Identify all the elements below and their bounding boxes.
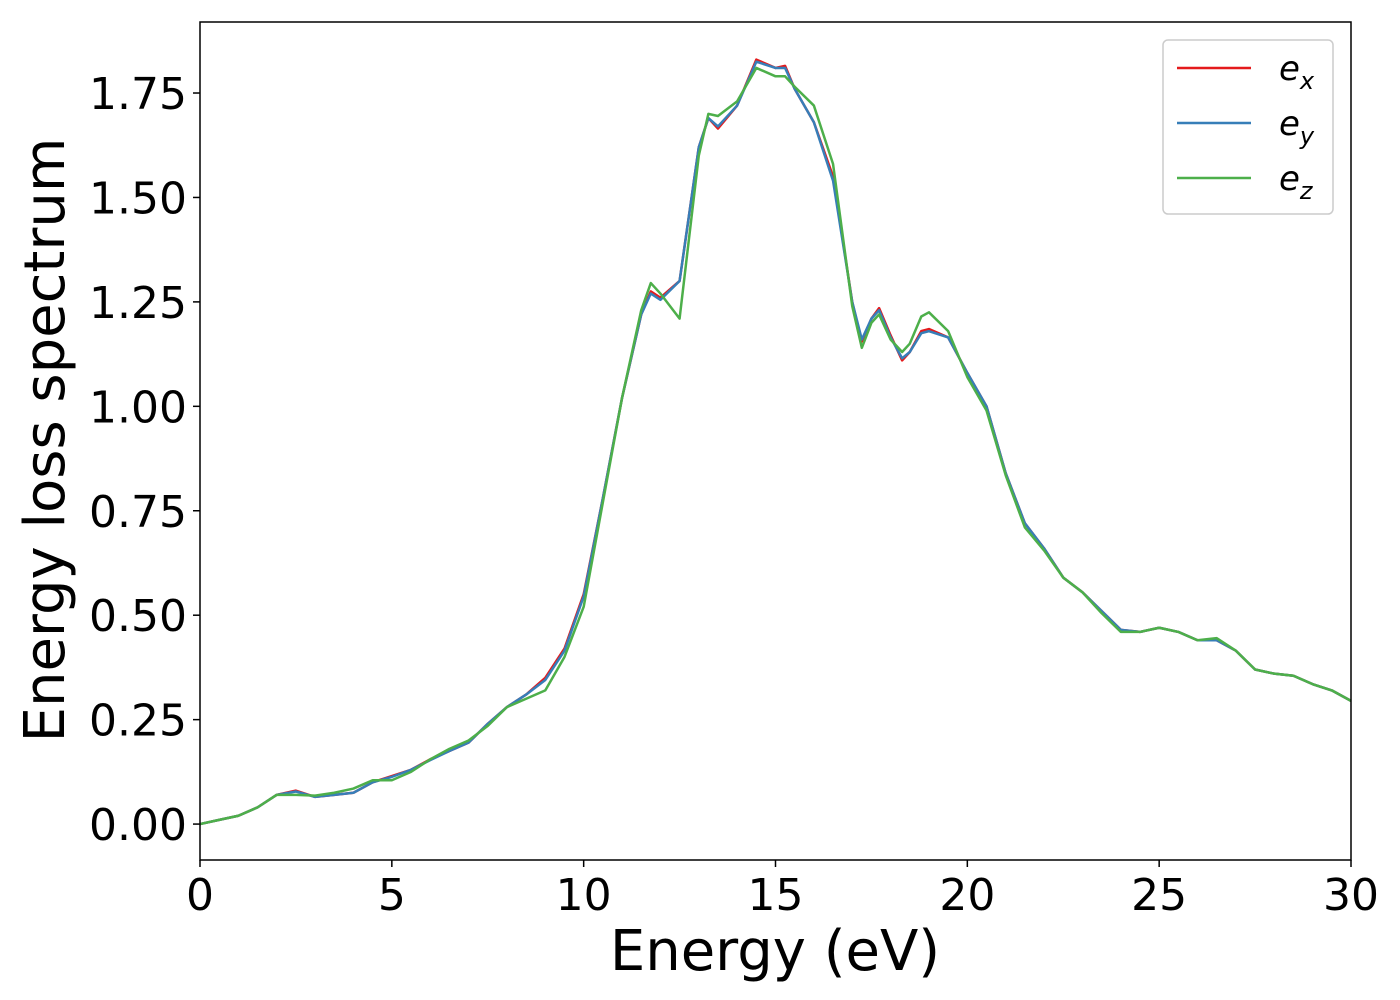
legend-label: ey xyxy=(1279,104,1315,150)
x-tick-label: 20 xyxy=(939,870,995,921)
y-tick-label: 1.75 xyxy=(89,69,187,120)
x-tick-label: 30 xyxy=(1323,870,1379,921)
legend-box xyxy=(1162,39,1334,215)
x-tick-label: 5 xyxy=(378,870,406,921)
y-tick-label: 0.25 xyxy=(89,696,187,747)
plot-frame xyxy=(199,21,1352,861)
y-tick-label: 1.25 xyxy=(89,278,187,329)
y-tick-label: 0.75 xyxy=(89,487,187,538)
y-tick-label: 0.50 xyxy=(89,591,187,642)
series-line xyxy=(199,66,1352,826)
legend-label: ez xyxy=(1279,159,1314,205)
x-axis-label: Energy (eV) xyxy=(610,919,940,984)
x-tick-label: 10 xyxy=(556,870,612,921)
legend-label: ex xyxy=(1279,49,1315,95)
y-axis-label: Energy loss spectrum xyxy=(13,138,78,743)
x-tick-label: 0 xyxy=(186,870,214,921)
x-tick-label: 25 xyxy=(1131,870,1187,921)
y-tick-label: 1.00 xyxy=(89,382,187,433)
x-tick-label: 15 xyxy=(748,870,804,921)
y-tick-label: 0.00 xyxy=(89,800,187,851)
y-tick-label: 1.50 xyxy=(89,173,187,224)
